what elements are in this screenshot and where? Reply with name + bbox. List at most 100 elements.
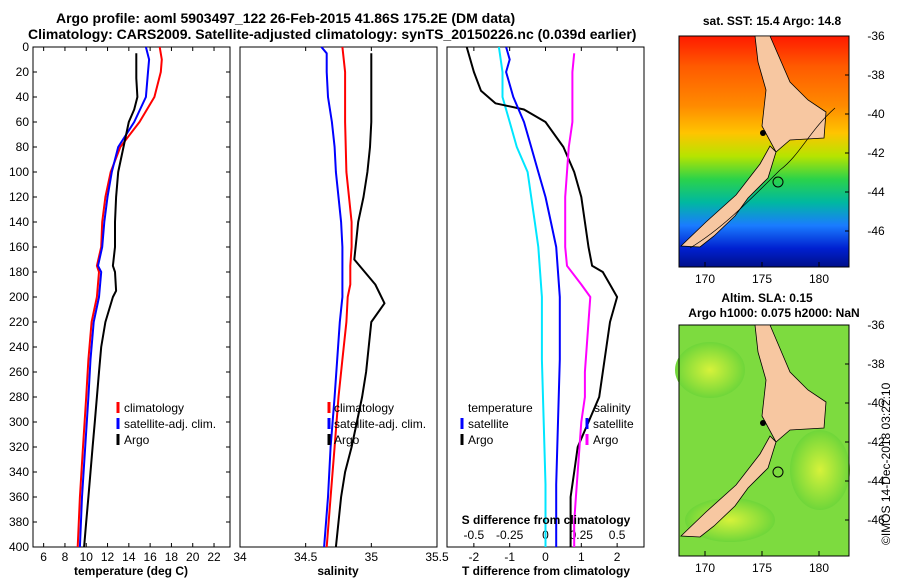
depth-tick-label: 360 [9,490,29,504]
legend-satellite-label: satellite-adj. clim. [334,417,426,431]
salinity-x-ticks: 34 34.5 35 35.5 [233,47,449,564]
legend-climatology-label: climatology [334,401,394,415]
x-tick-label: 10 [80,550,94,564]
figure-title-line1: Argo profile: aoml 5903497_122 26-Feb-20… [56,10,515,26]
map-lat-tick-label: -42 [867,146,885,160]
depth-tick-label: 60 [16,115,30,129]
difference-legend: temperature satellite Argo salinity sate… [460,401,634,447]
map-lon-tick-label: 175 [752,561,772,575]
sla-map-ticks: 170 175 180 -36 -38 -40 -42 -44 -46 [695,318,885,575]
temperature-argo-line [465,46,619,547]
sla-map: Altim. SLA: 0.15 Argo h1000: 0.075 h2000… [675,291,885,575]
depth-tick-label: 160 [9,240,29,254]
depth-tick-label: 220 [9,315,29,329]
map-lat-tick-label: -44 [867,474,885,488]
map-lat-tick-label: -44 [867,185,885,199]
map-lat-tick-label: -36 [867,318,885,332]
argo-line [334,53,386,548]
legend-t-argo-label: Argo [468,433,494,447]
depth-tick-label: 20 [16,65,30,79]
salinity-x-label: salinity [317,564,359,578]
satellite-adj-clim--line [320,46,344,548]
satellite-adj-clim--line [78,46,151,548]
map-lon-tick-label: 180 [809,561,829,575]
x-tick-label: 12 [101,550,115,564]
legend-satellite-label: satellite-adj. clim. [124,417,216,431]
temperature-plot-frame [32,46,231,548]
depth-tick-label: 120 [9,190,29,204]
x-tick-label: 22 [207,550,221,564]
sst-map-title: sat. SST: 15.4 Argo: 14.8 [703,14,842,28]
sla-map-title-line1: Altim. SLA: 0.15 [721,291,813,305]
depth-tick-label: 240 [9,340,29,354]
x-tick-label: 34 [233,550,247,564]
x-tick-label: 0 [542,550,549,564]
s-diff-tick-label: 0.5 [609,528,626,542]
legend-argo-label: Argo [334,433,360,447]
temperature-legend: climatology satellite-adj. clim. Argo [116,401,216,447]
map-lat-tick-label: -46 [867,513,885,527]
salinity-argo-line [564,53,592,547]
legend-s-satellite-label: satellite [593,417,634,431]
figure-title-line2: Climatology: CARS2009. Satellite-adjuste… [28,26,636,42]
argo-line [83,53,139,548]
depth-tick-label: 80 [16,140,30,154]
depth-tick-label: 340 [9,465,29,479]
x-tick-label: 35.5 [425,550,449,564]
s-difference-x-label: S difference from climatology [462,513,631,527]
sla-anomaly-blob [675,342,745,398]
x-tick-label: 8 [62,550,69,564]
salinity-panel: 34 34.5 35 35.5 climatology satellite-adj. … [233,46,449,578]
depth-tick-label: 100 [9,165,29,179]
south-island-land [680,145,777,248]
map-lat-tick-label: -36 [867,29,885,43]
map-lat-tick-label: -40 [867,396,885,410]
s-diff-tick-label: -0.5 [464,528,485,542]
sst-eddy-contour [772,176,784,188]
salinity-legend: climatology satellite-adj. clim. Argo [327,401,426,447]
x-tick-label: 1 [578,550,585,564]
depth-tick-label: 140 [9,215,29,229]
legend-temperature-title: temperature [468,401,533,415]
sst-contour-line [689,107,836,249]
map-lon-tick-label: 170 [695,561,715,575]
x-tick-label: -2 [469,550,480,564]
temperature-x-ticks: 6 8 10 12 14 16 18 20 22 [40,47,221,564]
map-lat-tick-label: -42 [867,435,885,449]
depth-tick-label: 40 [16,90,30,104]
imos-watermark: ©IMOS 14-Dec-2018 03:22:10 [879,382,893,545]
legend-argo-label: Argo [124,433,150,447]
temperature-profile-lines [76,46,163,548]
sla-anomaly-blob [790,430,850,510]
difference-panel: -2 -1 0 1 2 -0.5 -0.25 0 0.25 0.5 temperature sa… [446,46,645,578]
sst-map: sat. SST: 15.4 Argo: 14.8 170 175 180 -36 -3… [678,14,885,286]
map-lon-tick-label: 170 [695,272,715,286]
legend-salinity-title: salinity [594,401,631,415]
depth-tick-label: 320 [9,440,29,454]
sla-eddy-contour [772,466,784,478]
x-tick-label: 35 [365,550,379,564]
north-island-land [754,35,827,153]
x-tick-label: 2 [614,550,621,564]
depth-tick-label: 0 [22,40,29,54]
x-tick-label: 6 [40,550,47,564]
x-tick-label: -1 [504,550,515,564]
difference-profile-lines [465,46,619,547]
depth-tick-label: 200 [9,290,29,304]
salinity-satellite-line [505,46,561,547]
south-island-land [680,435,777,538]
depth-tick-label: 400 [9,540,29,554]
x-tick-label: 18 [165,550,179,564]
s-diff-tick-label: -0.25 [496,528,524,542]
map-lat-tick-label: -46 [867,224,885,238]
north-island-land [754,324,827,443]
legend-t-satellite-label: satellite [468,417,509,431]
depth-tick-label: 280 [9,390,29,404]
argo-float-marker [760,130,766,136]
depth-tick-label: 260 [9,365,29,379]
sst-map-ticks: 170 175 180 -36 -38 -40 -42 -44 -46 [695,29,885,286]
map-lat-tick-label: -40 [867,107,885,121]
map-lat-tick-label: -38 [867,357,885,371]
